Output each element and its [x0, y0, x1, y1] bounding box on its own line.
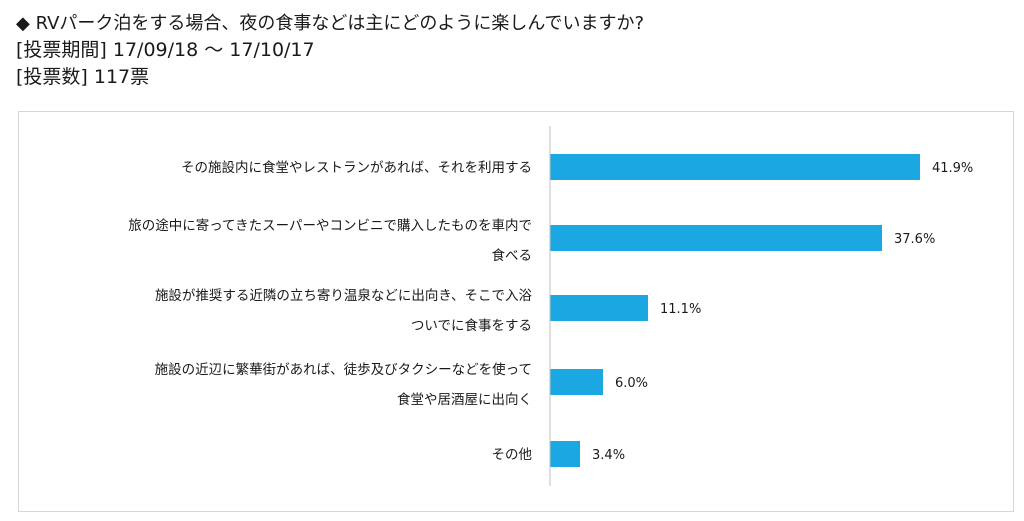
data-label: 37.6% [894, 232, 935, 247]
data-label: 6.0% [615, 376, 648, 391]
bar [550, 154, 920, 180]
bar [550, 369, 603, 395]
chart-title: ◆ RVパーク泊をする場合、夜の食事などは主にどのように楽しんでいますか? [16, 13, 645, 34]
voting-period: [投票期間] 17/09/18 ～ 17/10/17 [16, 39, 315, 61]
data-label: 3.4% [592, 448, 625, 463]
data-label: 11.1% [660, 302, 701, 317]
vote-count: [投票数] 117票 [16, 66, 150, 88]
category-label: 食べる [492, 247, 533, 264]
bar [550, 225, 883, 251]
header: ◆ RVパーク泊をする場合、夜の食事などは主にどのように楽しんでいますか? [投… [16, 10, 644, 91]
bar-chart: 41.9% その施設内に食堂やレストランがあれば、それを利用する 37.6% 旅の途中… [128, 126, 973, 486]
category-label: 食堂や居酒屋に出向く [397, 391, 532, 408]
category-label: その他 [492, 447, 533, 463]
bar [550, 295, 649, 321]
category-label: ついでに食事をする [411, 317, 532, 334]
chart-frame: 41.9% その施設内に食堂やレストランがあれば、それを利用する 37.6% 旅の途中… [18, 111, 1014, 512]
category-label: 施設が推奨する近隣の立ち寄り温泉などに出向き、そこで入浴 [155, 287, 533, 304]
category-label: その施設内に食堂やレストランがあれば、それを利用する [181, 159, 532, 176]
category-label: 施設の近辺に繁華街があれば、徒歩及びタクシーなどを使って [155, 361, 532, 378]
data-label: 41.9% [932, 161, 973, 176]
bar [550, 441, 581, 467]
category-label: 旅の途中に寄ってきたスーパーやコンビニで購入したものを車内で [128, 217, 532, 234]
